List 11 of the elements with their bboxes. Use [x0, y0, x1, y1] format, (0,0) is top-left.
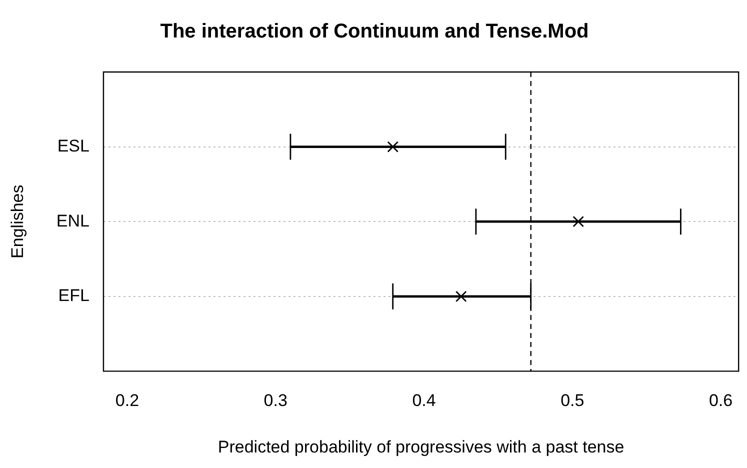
y-axis-title: Englishes — [8, 184, 27, 258]
y-tick-label: ENL — [56, 211, 90, 230]
x-tick-label: 0.4 — [412, 391, 436, 410]
x-tick-label: 0.3 — [264, 391, 288, 410]
x-tick-label: 0.5 — [560, 391, 584, 410]
y-tick-label: ESL — [57, 136, 90, 156]
y-tick-label: EFL — [58, 286, 90, 306]
x-axis-title: Predicted probability of progressives with a past tense — [218, 437, 624, 456]
x-tick-label: 0.2 — [115, 391, 140, 410]
x-tick-label: 0.6 — [708, 391, 733, 410]
chart-title: The interaction of Continuum and Tense.Mod — [160, 20, 589, 43]
